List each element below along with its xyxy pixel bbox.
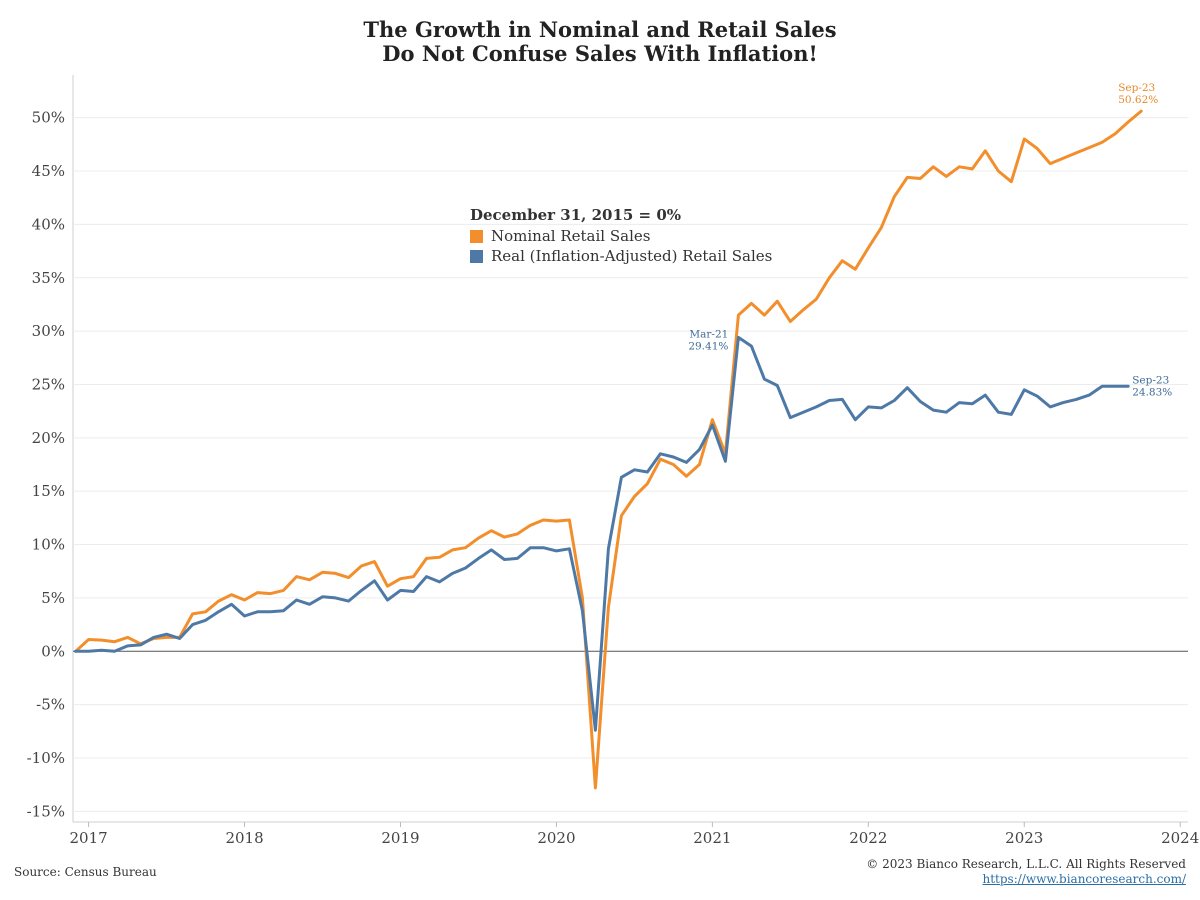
y-tick-label: 30%	[32, 322, 65, 340]
annotation-nominal-end-value: 50.62%	[1118, 94, 1158, 106]
series-line-nominal	[74, 109, 1143, 790]
y-tick-label: 40%	[32, 215, 65, 233]
x-tick-label: 2018	[225, 829, 263, 847]
x-tick-label: 2024	[1161, 829, 1199, 847]
legend-swatch-real	[470, 249, 483, 263]
legend-swatch-nominal	[470, 229, 483, 243]
annotation-real-end-value: 24.83%	[1132, 386, 1172, 398]
x-tick-label: 2019	[381, 829, 419, 847]
legend-item-real: Real (Inflation-Adjusted) Retail Sales	[470, 246, 772, 266]
x-tick-label: 2022	[849, 829, 887, 847]
x-tick-label: 2020	[537, 829, 575, 847]
website-link[interactable]: https://www.biancoresearch.com/	[982, 872, 1186, 886]
copyright-block: © 2023 Bianco Research, L.L.C. All Right…	[866, 857, 1186, 887]
y-tick-label: 35%	[32, 269, 65, 287]
x-tick-label: 2017	[70, 829, 108, 847]
chart-title: The Growth in Nominal and Retail Sales	[363, 17, 837, 42]
legend-item-nominal: Nominal Retail Sales	[470, 226, 772, 246]
copyright-text: © 2023 Bianco Research, L.L.C. All Right…	[866, 857, 1186, 871]
annotation-real-peak-label: Mar-21	[689, 328, 728, 340]
y-tick-label: 15%	[32, 482, 65, 500]
y-tick-label: 50%	[32, 109, 65, 127]
y-tick-label: 20%	[32, 429, 65, 447]
y-tick-label: -10%	[27, 749, 65, 767]
legend-label-real: Real (Inflation-Adjusted) Retail Sales	[491, 247, 773, 265]
series-line-real	[74, 335, 1130, 732]
y-tick-label: 45%	[32, 162, 65, 180]
x-tick-label: 2023	[1005, 829, 1043, 847]
legend: December 31, 2015 = 0% Nominal Retail Sa…	[470, 206, 772, 266]
chart-subtitle: Do Not Confuse Sales With Inflation!	[382, 41, 818, 66]
x-tick-label: 2021	[693, 829, 731, 847]
legend-label-nominal: Nominal Retail Sales	[491, 227, 651, 245]
annotation-real-end-label: Sep-23	[1132, 374, 1169, 386]
legend-title: December 31, 2015 = 0%	[470, 206, 682, 224]
source-note: Source: Census Bureau	[14, 865, 157, 879]
y-tick-label: -5%	[36, 696, 65, 714]
y-tick-label: -15%	[27, 802, 65, 820]
y-tick-label: 25%	[32, 375, 65, 393]
y-tick-label: 0%	[41, 642, 65, 660]
annotation-nominal-end-label: Sep-23	[1118, 82, 1155, 94]
y-tick-label: 10%	[32, 536, 65, 554]
annotation-real-peak-value: 29.41%	[688, 340, 728, 352]
y-tick-label: 5%	[41, 589, 65, 607]
